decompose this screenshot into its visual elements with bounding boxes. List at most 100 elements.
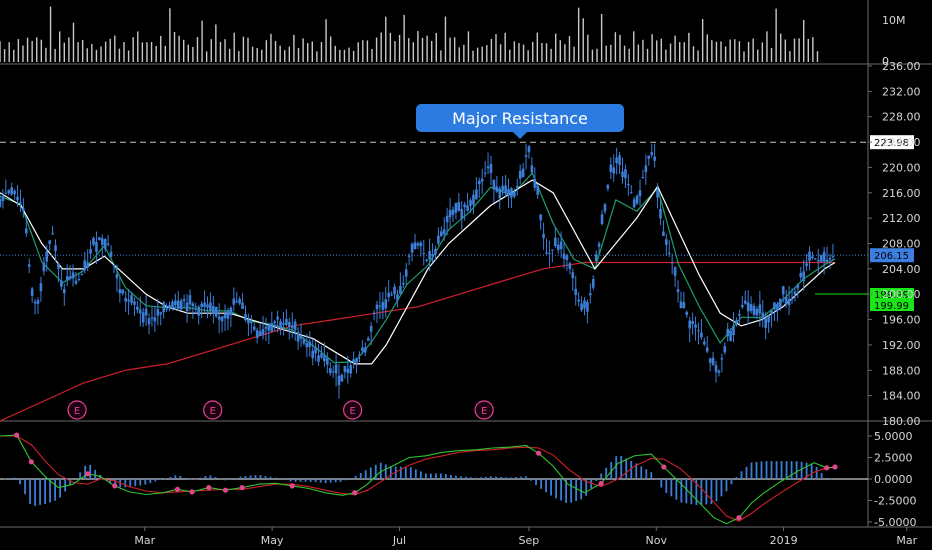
candle-body — [355, 358, 358, 363]
candle-body — [326, 358, 329, 365]
candle-body — [115, 274, 119, 279]
candle-body — [439, 231, 443, 237]
candle-body — [71, 272, 75, 279]
price-tag — [870, 299, 914, 311]
candle-body — [513, 191, 516, 197]
time-tick-label: Jul — [392, 534, 406, 547]
candle-body — [518, 170, 522, 179]
candle-body — [530, 165, 534, 173]
price-tick-label: 224.00 — [882, 136, 921, 149]
candle-body — [495, 186, 499, 192]
candle-body — [811, 256, 814, 258]
candle-body — [366, 338, 370, 341]
candle-body — [457, 202, 461, 211]
macd-cross-dot — [206, 485, 212, 491]
candle-body — [179, 300, 183, 310]
candle-body — [746, 302, 750, 312]
candle-body — [764, 318, 767, 328]
candle-body — [577, 299, 580, 302]
macd-cross-dot — [239, 485, 245, 491]
candle-body — [492, 179, 496, 190]
price-tick-label: 212.00 — [882, 212, 921, 225]
candle-body — [159, 312, 163, 315]
candle-body — [317, 355, 320, 362]
candle-body — [136, 306, 139, 310]
candle-body — [244, 314, 247, 321]
price-tag-label: 199.99 — [874, 301, 909, 312]
candle-body — [30, 288, 34, 296]
candle-body — [817, 259, 820, 262]
candle-body — [89, 249, 92, 254]
price-tag — [870, 288, 914, 300]
candle-body — [752, 305, 756, 315]
price-tick-label: 228.00 — [882, 111, 921, 124]
candle-body — [612, 167, 616, 174]
candle-body — [62, 289, 66, 294]
candle-body — [828, 257, 832, 260]
candle-body — [533, 178, 537, 188]
macd-signal-line — [0, 435, 835, 522]
candle-body — [407, 255, 411, 257]
candle-body — [130, 295, 133, 304]
macd-cross-dot — [85, 471, 91, 477]
candle-body — [434, 248, 437, 255]
candle-body — [451, 209, 455, 215]
candle-body — [700, 332, 703, 338]
candle-body — [437, 235, 440, 244]
macd-cross-dot — [535, 450, 542, 456]
candle-body — [203, 302, 206, 307]
candle-body — [445, 215, 449, 223]
candle-body — [504, 185, 507, 194]
candle-body — [831, 256, 835, 258]
candle-body — [396, 294, 399, 301]
price-tick-label: 232.00 — [882, 85, 921, 98]
candle-body — [60, 280, 63, 287]
candle-body — [118, 289, 122, 294]
price-candles — [0, 143, 835, 399]
candle-body — [133, 301, 136, 305]
earnings-marker-label: E — [481, 406, 487, 417]
candle-body — [378, 305, 382, 307]
candle-body — [217, 316, 221, 320]
candle-body — [705, 347, 709, 352]
moving-averages — [0, 172, 836, 422]
macd-line — [0, 434, 836, 525]
candle-body — [618, 155, 621, 165]
earnings-marker — [203, 400, 223, 420]
macd-cross-dot — [112, 483, 118, 489]
candle-body — [384, 299, 388, 309]
candle-body — [270, 323, 274, 332]
candle-body — [361, 347, 364, 352]
candle-body — [399, 286, 402, 295]
candle-body — [738, 313, 741, 316]
macd-cross-dot — [28, 459, 34, 465]
time-tick-label: Mar — [896, 534, 917, 547]
candle-body — [580, 303, 583, 311]
price-tick-label: 204.00 — [882, 263, 921, 276]
candle-body — [402, 282, 405, 285]
candle-body — [302, 339, 306, 344]
candle-body — [779, 298, 782, 308]
candle-body — [226, 310, 230, 319]
macd-cross-dot — [598, 480, 604, 486]
candle-body — [629, 192, 633, 194]
candle-body — [571, 272, 575, 279]
price-tick-label: 192.00 — [882, 339, 921, 352]
candle-body — [36, 300, 40, 304]
candle-body — [188, 295, 192, 305]
candle-body — [33, 301, 37, 304]
candle-body — [808, 251, 811, 261]
candle-body — [27, 264, 31, 267]
time-tick-label: Mar — [134, 534, 155, 547]
macd-cross-dot — [222, 487, 229, 493]
macd-cross-dot — [824, 465, 830, 471]
candle-body — [279, 321, 282, 329]
annotation-text: Major Resistance — [452, 109, 588, 128]
candle-body — [206, 304, 209, 308]
candle-body — [261, 329, 265, 335]
candle-body — [463, 204, 466, 208]
candle-body — [127, 299, 130, 302]
